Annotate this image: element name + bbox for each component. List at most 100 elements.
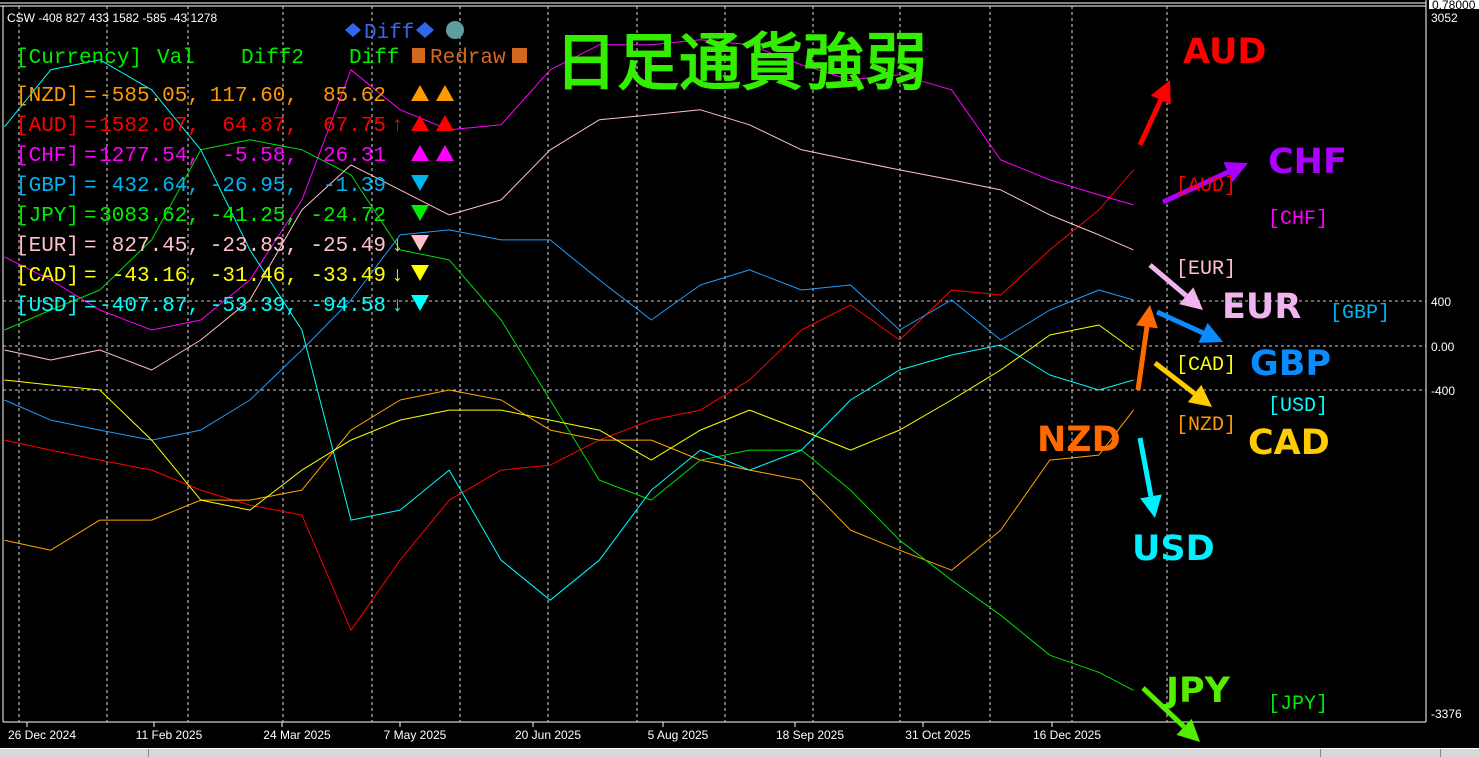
series-line-nzd	[4, 389, 1134, 571]
row-diff: -33.49	[310, 265, 386, 288]
row-arrow: ↓	[391, 265, 404, 288]
arrowhead-icon	[1176, 718, 1200, 742]
trend-annotations: AUD CHF EUR GBP NZD CAD USD JPY [AUD] [CHF] [EUR] […	[1037, 32, 1390, 742]
y-tick-label: 0.78000	[1432, 0, 1476, 12]
y-tick-label: 400	[1431, 295, 1451, 309]
row-equals: =	[84, 295, 97, 318]
diff-button-label: Diff	[364, 22, 414, 45]
label-chf: CHF	[1268, 142, 1347, 182]
triangle-down-icon	[411, 295, 429, 311]
triangle-down-icon	[411, 235, 429, 251]
label-eur: EUR	[1222, 287, 1301, 327]
series-line-usd	[4, 59, 1134, 601]
arrow-gbp-icon	[1155, 309, 1205, 336]
currency-lines	[4, 39, 1134, 691]
table-row: [CHF] = 1277.54, -5.58, 26.31	[16, 145, 454, 168]
triangle-up-icon	[411, 85, 429, 101]
x-tick-label: 16 Dec 2025	[1033, 728, 1101, 742]
row-val: 827.45,	[112, 235, 200, 258]
row-diff2: -41.25,	[210, 205, 298, 228]
row-diff: 67.75	[323, 115, 386, 138]
series-line-aud	[4, 169, 1134, 631]
triangle-up-icon	[436, 115, 454, 131]
chart-tabs-bar[interactable]	[0, 748, 1479, 757]
label-nzd: NZD	[1037, 420, 1121, 460]
redraw-button-label: Redraw	[430, 47, 506, 70]
table-row: [GBP] = 432.64, -26.95, -1.39	[16, 175, 429, 198]
row-arrow: ↑	[391, 115, 404, 138]
x-tick-label: 26 Dec 2024	[8, 728, 76, 742]
currency-table: [NZD] = -585.05, 117.60, 85.62[AUD] = 1582.07,…	[16, 85, 454, 318]
row-equals: =	[84, 115, 97, 138]
row-currency: [NZD]	[16, 85, 79, 108]
arrow-cad-icon	[1153, 361, 1197, 396]
row-val: 1582.07,	[99, 115, 200, 138]
header-currency: [Currency]	[16, 47, 142, 70]
row-arrow: ↓	[391, 295, 404, 318]
row-equals: =	[84, 265, 97, 288]
x-tick-label: 18 Sep 2025	[776, 728, 844, 742]
series-line-gbp	[4, 229, 1134, 441]
time-axis: 26 Dec 2024 11 Feb 2025 24 Mar 2025 7 May 2…	[8, 722, 1101, 742]
bracket-label: [AUD]	[1176, 175, 1236, 198]
header-diff: Diff	[349, 47, 399, 70]
arrowhead-icon	[1136, 305, 1158, 329]
arrow-usd-icon	[1137, 437, 1154, 497]
row-equals: =	[84, 85, 97, 108]
row-val: -43.16,	[112, 265, 200, 288]
row-diff2: 117.60,	[210, 85, 298, 108]
arrow-nzd-icon	[1135, 326, 1150, 391]
y-tick-label: 0.00	[1431, 340, 1455, 354]
triangle-down-icon	[411, 265, 429, 281]
triangle-up-icon	[411, 145, 429, 161]
label-usd: USD	[1132, 529, 1215, 569]
row-currency: [GBP]	[16, 175, 79, 198]
square-icon	[412, 48, 425, 63]
row-val: 432.64,	[112, 175, 200, 198]
diff-button[interactable]: Diff	[345, 22, 434, 45]
row-currency: [CHF]	[16, 145, 79, 168]
bracket-label: [CHF]	[1268, 208, 1328, 231]
chart-tab[interactable]	[1320, 749, 1321, 757]
column-headers: [Currency] Val Diff2 Diff	[16, 47, 399, 70]
row-currency: [EUR]	[16, 235, 79, 258]
chart-tab[interactable]	[1440, 749, 1441, 757]
header-val: Val	[157, 47, 195, 70]
series-line-cad	[4, 324, 1134, 511]
x-tick-label: 5 Aug 2025	[648, 728, 709, 742]
arrowhead-icon	[1150, 80, 1171, 105]
row-diff2: -5.58,	[222, 145, 298, 168]
triangle-down-icon	[411, 175, 429, 191]
x-tick-label: 11 Feb 2025	[136, 728, 203, 742]
row-equals: =	[84, 145, 97, 168]
bracket-label: [USD]	[1268, 395, 1328, 418]
row-currency: [USD]	[16, 295, 79, 318]
status-circle-button[interactable]	[446, 21, 464, 39]
arrow-jpy-icon	[1141, 686, 1186, 729]
row-equals: =	[84, 235, 97, 258]
bracket-label: [EUR]	[1176, 258, 1236, 281]
arrow-aud-icon	[1137, 98, 1164, 147]
row-equals: =	[84, 175, 97, 198]
arrowhead-icon	[1140, 494, 1162, 518]
label-jpy: JPY	[1164, 671, 1231, 711]
label-aud: AUD	[1183, 32, 1266, 72]
row-val: -585.05,	[99, 85, 200, 108]
redraw-button[interactable]: Redraw	[412, 47, 527, 70]
bracket-label: [JPY]	[1268, 693, 1328, 716]
row-currency: [AUD]	[16, 115, 79, 138]
diamond-icon	[345, 23, 361, 37]
header-diff2: Diff2	[241, 47, 304, 70]
chart-tab[interactable]	[148, 749, 149, 757]
y-tick-label: 3052	[1431, 11, 1458, 25]
table-row: [CAD] = -43.16, -31.46, -33.49 ↓	[16, 265, 429, 288]
table-row: [NZD] = -585.05, 117.60, 85.62	[16, 85, 454, 108]
arrowhead-icon	[1223, 162, 1248, 183]
row-diff2: -53.39,	[210, 295, 298, 318]
triangle-up-icon	[436, 145, 454, 161]
row-diff: -1.39	[323, 175, 386, 198]
row-equals: =	[84, 205, 97, 228]
row-diff: -94.58	[310, 295, 386, 318]
row-diff: 26.31	[323, 145, 386, 168]
